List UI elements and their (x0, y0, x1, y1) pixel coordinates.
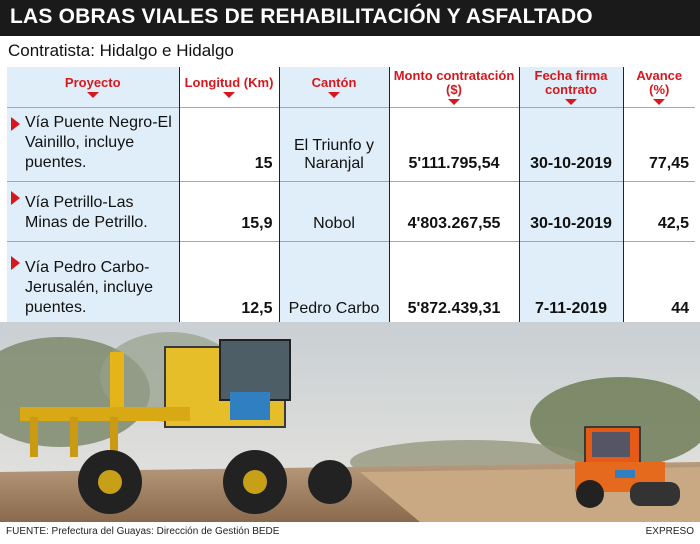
cell-avance: 44 (622, 241, 695, 326)
table-header-row: Proyecto Longitud (Km) Cantón Monto cont… (7, 67, 695, 108)
cell-fecha: 30-10-2019 (518, 107, 623, 182)
cell-longitud: 12,5 (178, 241, 279, 326)
publisher-brand: EXPRESO (645, 526, 694, 537)
cell-avance: 42,5 (622, 181, 695, 242)
header-canton: Cantón (278, 67, 389, 108)
header-fecha: Fecha firma contrato (518, 67, 623, 108)
road-machinery-photo (0, 322, 700, 522)
table-row: Vía Puente Negro-El Vainillo, incluye pu… (7, 107, 695, 182)
header-monto: Monto contratación ($) (388, 67, 519, 108)
header-proyecto: Proyecto (7, 67, 179, 108)
cell-fecha: 7-11-2019 (518, 241, 623, 326)
footer: FUENTE: Prefectura del Guayas: Dirección… (0, 522, 700, 544)
cell-canton: Pedro Carbo (278, 241, 389, 326)
pointer-arrow-icon (11, 117, 20, 131)
header-longitud: Longitud (Km) (178, 67, 279, 108)
table-row: Vía Pedro Carbo-Jerusalén, incluye puent… (7, 241, 695, 326)
cell-proyecto: Vía Petrillo-Las Minas de Petrillo. (7, 181, 179, 242)
source-note: FUENTE: Prefectura del Guayas: Dirección… (6, 526, 280, 537)
down-triangle-icon (565, 99, 577, 105)
header-avance: Avance (%) (622, 67, 695, 108)
roller-machine (575, 426, 680, 508)
pointer-arrow-icon (11, 191, 20, 205)
down-triangle-icon (328, 92, 340, 98)
grader-machine (20, 339, 352, 514)
contractor-label: Contratista: Hidalgo e Hidalgo (8, 41, 234, 60)
photo-illustration (0, 322, 700, 522)
pointer-arrow-icon (11, 256, 20, 270)
cell-fecha: 30-10-2019 (518, 181, 623, 242)
cell-monto: 5'111.795,54 (388, 107, 519, 182)
cell-longitud: 15 (178, 107, 279, 182)
cell-canton: Nobol (278, 181, 389, 242)
cell-monto: 4'803.267,55 (388, 181, 519, 242)
cell-proyecto: Vía Pedro Carbo-Jerusalén, incluye puent… (7, 241, 179, 326)
cell-avance: 77,45 (622, 107, 695, 182)
title-bar: LAS OBRAS VIALES DE REHABILITACIÓN Y ASF… (0, 0, 700, 36)
cell-canton: El Triunfo y Naranjal (278, 107, 389, 182)
down-triangle-icon (448, 99, 460, 105)
cell-proyecto: Vía Puente Negro-El Vainillo, incluye pu… (7, 107, 179, 182)
down-triangle-icon (653, 99, 666, 105)
down-triangle-icon (86, 92, 99, 98)
roads-table: Proyecto Longitud (Km) Cantón Monto cont… (7, 67, 695, 326)
page-title: LAS OBRAS VIALES DE REHABILITACIÓN Y ASF… (10, 5, 593, 28)
cell-longitud: 15,9 (178, 181, 279, 242)
cell-monto: 5'872.439,31 (388, 241, 519, 326)
table-row: Vía Petrillo-Las Minas de Petrillo. 15,9… (7, 181, 695, 242)
down-triangle-icon (223, 92, 235, 98)
